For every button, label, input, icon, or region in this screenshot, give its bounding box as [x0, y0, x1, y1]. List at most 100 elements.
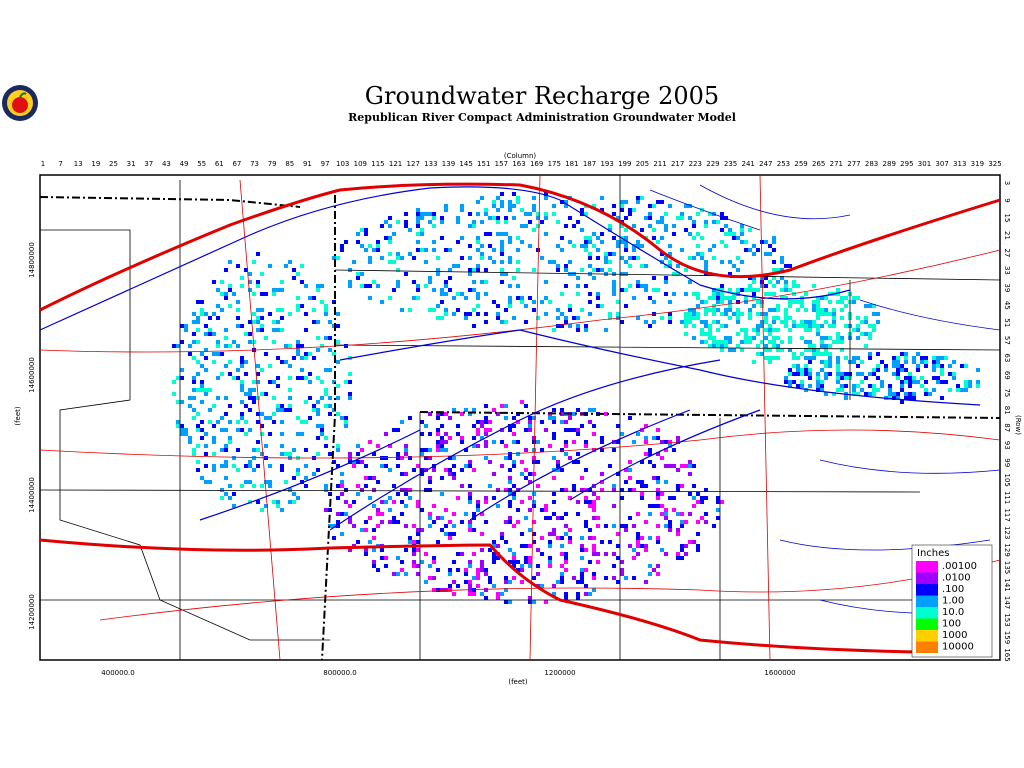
recharge-cell — [428, 512, 432, 516]
recharge-cell — [656, 492, 660, 496]
recharge-cell — [844, 296, 848, 300]
recharge-cell — [552, 476, 556, 480]
recharge-cell — [448, 248, 452, 252]
recharge-cell — [660, 316, 664, 320]
recharge-cell — [376, 512, 380, 516]
recharge-cell — [368, 516, 372, 520]
recharge-cell — [436, 268, 440, 272]
recharge-cell — [664, 448, 668, 452]
recharge-cell — [828, 344, 832, 348]
recharge-cell — [688, 308, 692, 312]
recharge-cell — [532, 268, 536, 272]
recharge-cell — [820, 384, 824, 388]
recharge-cell — [416, 224, 420, 228]
recharge-cell — [556, 324, 560, 328]
recharge-cell — [240, 276, 244, 280]
recharge-cell — [960, 388, 964, 392]
recharge-cell — [660, 236, 664, 240]
recharge-cell — [784, 312, 788, 316]
recharge-cell — [892, 396, 896, 400]
recharge-cell — [220, 280, 224, 284]
recharge-cell — [628, 416, 632, 420]
recharge-cell — [760, 320, 764, 324]
recharge-cell — [548, 560, 552, 564]
recharge-cell — [668, 264, 672, 268]
recharge-cell — [192, 320, 196, 324]
recharge-cell — [900, 368, 904, 372]
recharge-cell — [736, 268, 740, 272]
recharge-cell — [260, 508, 264, 512]
recharge-cell — [204, 368, 208, 372]
recharge-cell — [576, 408, 580, 412]
recharge-cell — [668, 440, 672, 444]
recharge-cell — [724, 344, 728, 348]
recharge-cell — [912, 392, 916, 396]
recharge-cell — [776, 304, 780, 308]
recharge-cell — [976, 384, 980, 388]
title: Groundwater Recharge 2005 — [365, 82, 719, 110]
recharge-cell — [340, 248, 344, 252]
recharge-cell — [472, 588, 476, 592]
recharge-cell — [696, 244, 700, 248]
recharge-cell — [324, 392, 328, 396]
recharge-cell — [612, 448, 616, 452]
recharge-cell — [576, 432, 580, 436]
recharge-cell — [948, 372, 952, 376]
recharge-cell — [644, 216, 648, 220]
recharge-cell — [628, 256, 632, 260]
recharge-cell — [588, 264, 592, 268]
recharge-cell — [452, 472, 456, 476]
recharge-cell — [552, 592, 556, 596]
recharge-cell — [720, 292, 724, 296]
recharge-cell — [740, 232, 744, 236]
recharge-cell — [316, 424, 320, 428]
recharge-cell — [252, 484, 256, 488]
easting-tick-label: 1200000 — [544, 669, 575, 677]
recharge-cell — [572, 484, 576, 488]
recharge-cell — [332, 524, 336, 528]
recharge-cell — [948, 388, 952, 392]
legend: Inches .00100.0100.1001.0010.01001000100… — [911, 544, 993, 658]
recharge-cell — [764, 316, 768, 320]
recharge-cell — [864, 332, 868, 336]
recharge-cell — [620, 572, 624, 576]
recharge-cell — [368, 260, 372, 264]
recharge-cell — [288, 408, 292, 412]
recharge-cell — [600, 268, 604, 272]
recharge-cell — [404, 272, 408, 276]
recharge-cell — [456, 424, 460, 428]
recharge-cell — [240, 380, 244, 384]
recharge-cell — [404, 524, 408, 528]
recharge-cell — [480, 560, 484, 564]
recharge-cell — [656, 564, 660, 568]
recharge-cell — [424, 552, 428, 556]
recharge-cell — [784, 284, 788, 288]
recharge-cell — [660, 220, 664, 224]
recharge-cell — [852, 388, 856, 392]
recharge-cell — [928, 392, 932, 396]
recharge-cell — [576, 596, 580, 600]
recharge-cell — [780, 296, 784, 300]
recharge-cell — [204, 432, 208, 436]
recharge-cell — [256, 500, 260, 504]
recharge-cell — [592, 204, 596, 208]
recharge-cell — [664, 512, 668, 516]
recharge-cell — [448, 288, 452, 292]
recharge-cell — [224, 328, 228, 332]
legend-label: 10.0 — [942, 607, 964, 618]
recharge-cell — [624, 260, 628, 264]
recharge-cell — [288, 388, 292, 392]
recharge-cell — [820, 380, 824, 384]
recharge-cell — [492, 496, 496, 500]
recharge-cell — [672, 224, 676, 228]
recharge-cell — [632, 524, 636, 528]
recharge-cell — [508, 296, 512, 300]
recharge-cell — [840, 340, 844, 344]
recharge-cell — [840, 300, 844, 304]
recharge-cell — [620, 524, 624, 528]
column-tick-label: 265 — [812, 160, 825, 168]
recharge-cell — [456, 584, 460, 588]
recharge-cell — [324, 488, 328, 492]
recharge-cell — [384, 432, 388, 436]
recharge-cell — [588, 312, 592, 316]
